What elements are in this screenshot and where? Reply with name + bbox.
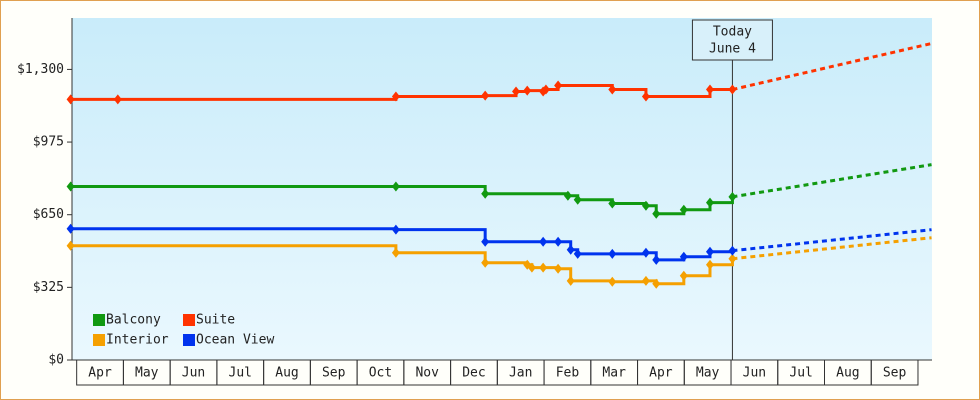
x-tick-label: May [696, 366, 720, 381]
legend-label: Balcony [106, 313, 161, 328]
price-point [554, 236, 563, 247]
price-point [66, 223, 75, 234]
series-line [70, 185, 734, 216]
y-tick-label: $975 [33, 135, 64, 150]
price-point [641, 91, 650, 102]
legend-swatch [93, 334, 105, 346]
price-point [539, 262, 548, 273]
price-point [679, 204, 688, 215]
price-point [652, 254, 661, 265]
legend-label: Suite [196, 313, 235, 328]
y-tick-label: $0 [48, 353, 64, 368]
x-tick-label: Jul [229, 366, 252, 381]
price-point [566, 244, 575, 255]
price-point [573, 248, 582, 259]
price-point [608, 84, 617, 95]
x-tick-label: Nov [415, 366, 439, 381]
x-tick-label: Dec [462, 366, 485, 381]
forecast-line [732, 228, 932, 253]
x-tick-label: Feb [556, 366, 580, 381]
x-tick-label: Apr [649, 366, 673, 381]
price-point [652, 208, 661, 219]
legend-swatch [93, 314, 105, 326]
forecast-line [732, 42, 932, 91]
price-point [705, 246, 714, 257]
price-point [481, 236, 490, 247]
x-tick-label: Aug [275, 366, 298, 381]
today-label: Today [713, 25, 752, 40]
forecast-line [732, 163, 932, 199]
x-tick-label: Oct [369, 366, 392, 381]
x-tick-label: Jun [182, 366, 205, 381]
price-point [66, 240, 75, 251]
price-point [66, 181, 75, 192]
today-label: June 4 [709, 42, 756, 57]
price-point [641, 247, 650, 258]
legend-swatch [183, 314, 195, 326]
price-point [554, 263, 563, 274]
forecast-line [732, 236, 932, 261]
price-point [608, 198, 617, 209]
price-point [608, 276, 617, 287]
price-point [608, 248, 617, 259]
x-tick-cell [870, 359, 919, 386]
y-tick-label: $325 [33, 280, 64, 295]
price-point [541, 84, 550, 95]
plot-area [72, 18, 932, 360]
price-point [391, 224, 400, 235]
price-point [679, 251, 688, 262]
price-point [573, 194, 582, 205]
price-point [554, 80, 563, 91]
x-tick-label: Sep [883, 366, 907, 381]
price-point [391, 91, 400, 102]
y-tick-label: $650 [33, 207, 64, 222]
x-tick-label: Sep [322, 366, 346, 381]
x-tick-label: May [135, 366, 159, 381]
series-line [70, 227, 734, 262]
x-tick-label: Aug [836, 366, 859, 381]
x-tick-label: Jan [509, 366, 532, 381]
legend-label: Ocean View [196, 333, 274, 348]
price-point [679, 270, 688, 281]
price-point [512, 86, 521, 97]
x-tick-label: Jul [789, 366, 812, 381]
x-tick-label: Mar [602, 366, 626, 381]
price-point [481, 188, 490, 199]
price-point [705, 84, 714, 95]
price-point [641, 200, 650, 211]
price-point [566, 275, 575, 286]
today-box [691, 19, 773, 61]
price-point [641, 275, 650, 286]
x-tick-label: Apr [88, 366, 112, 381]
price-point [481, 257, 490, 268]
price-point [652, 278, 661, 289]
y-tick-label: $1,300 [17, 62, 64, 77]
price-point [66, 94, 75, 105]
price-point [705, 197, 714, 208]
price-point [481, 90, 490, 101]
price-point [113, 94, 122, 105]
legend-swatch [183, 334, 195, 346]
price-point [523, 85, 532, 96]
price-point [391, 181, 400, 192]
price-point [705, 259, 714, 270]
x-tick-label: Jun [743, 366, 766, 381]
legend-label: Interior [106, 333, 169, 348]
price-point [391, 247, 400, 258]
price-point [527, 262, 536, 273]
price-point [563, 190, 572, 201]
price-point [539, 236, 548, 247]
